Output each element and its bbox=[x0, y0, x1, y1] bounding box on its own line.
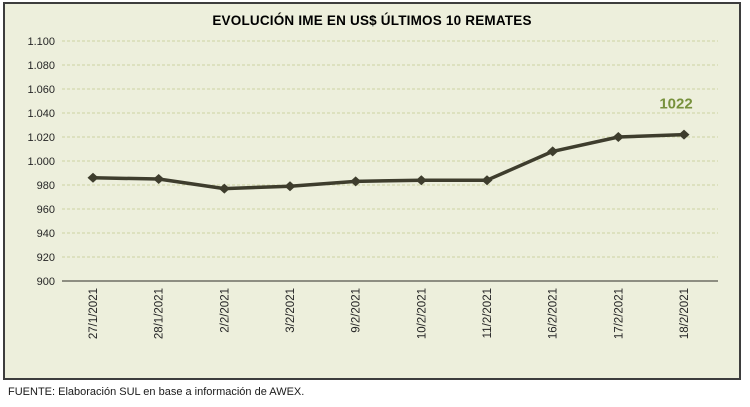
x-axis-tick-label: 18/2/2021 bbox=[679, 288, 691, 339]
data-point-marker bbox=[218, 183, 230, 194]
data-point-marker bbox=[678, 129, 690, 140]
data-point-marker bbox=[481, 175, 493, 186]
data-point-marker bbox=[612, 132, 624, 142]
x-axis-tick-label: 28/1/2021 bbox=[154, 288, 166, 339]
y-axis-tick-label: 940 bbox=[37, 228, 55, 240]
data-point-marker bbox=[284, 181, 296, 192]
y-axis-tick-label: 1.080 bbox=[27, 60, 55, 72]
x-axis-tick-label: 16/2/2021 bbox=[548, 288, 560, 339]
source-note: FUENTE: Elaboración SUL en base a inform… bbox=[8, 386, 305, 398]
y-axis-tick-label: 1.020 bbox=[27, 132, 55, 144]
chart-title: EVOLUCIÓN IME EN US$ ÚLTIMOS 10 REMATES bbox=[212, 13, 532, 28]
x-axis-tick-label: 10/2/2021 bbox=[416, 288, 428, 339]
data-series-line bbox=[92, 132, 685, 191]
x-axis-tick-label: 2/2/2021 bbox=[219, 288, 231, 333]
y-axis-tick-label: 1.040 bbox=[27, 108, 55, 120]
y-axis-tick-label: 1.100 bbox=[27, 36, 55, 48]
y-axis-tick-label: 980 bbox=[37, 180, 55, 192]
x-axis-tick-label: 17/2/2021 bbox=[613, 288, 625, 339]
data-point-marker bbox=[153, 174, 165, 184]
data-point-marker bbox=[87, 172, 99, 183]
data-point-marker bbox=[350, 176, 362, 187]
x-axis-tick-label: 3/2/2021 bbox=[285, 288, 297, 333]
y-axis-tick-label: 1.000 bbox=[27, 156, 55, 168]
x-axis-tick-label: 27/1/2021 bbox=[88, 288, 100, 339]
x-axis-tick-label: 11/2/2021 bbox=[482, 288, 494, 338]
y-axis-tick-label: 1.060 bbox=[27, 84, 55, 96]
data-point-marker bbox=[547, 146, 559, 157]
last-value-label: 1022 bbox=[659, 96, 692, 113]
line-chart-canvas: 1.100 1.080 1.060 1.040 1.020 1.000 980 960 940 9… bbox=[27, 36, 718, 339]
y-axis-tick-label: 920 bbox=[37, 252, 55, 264]
chart-figure: EVOLUCIÓN IME EN US$ ÚLTIMOS 10 REMATES … bbox=[3, 2, 741, 380]
y-axis-tick-label: 960 bbox=[37, 204, 55, 216]
x-axis-tick-label: 9/2/2021 bbox=[351, 288, 363, 333]
data-point-marker bbox=[415, 175, 427, 186]
y-axis-tick-label: 900 bbox=[37, 276, 55, 288]
